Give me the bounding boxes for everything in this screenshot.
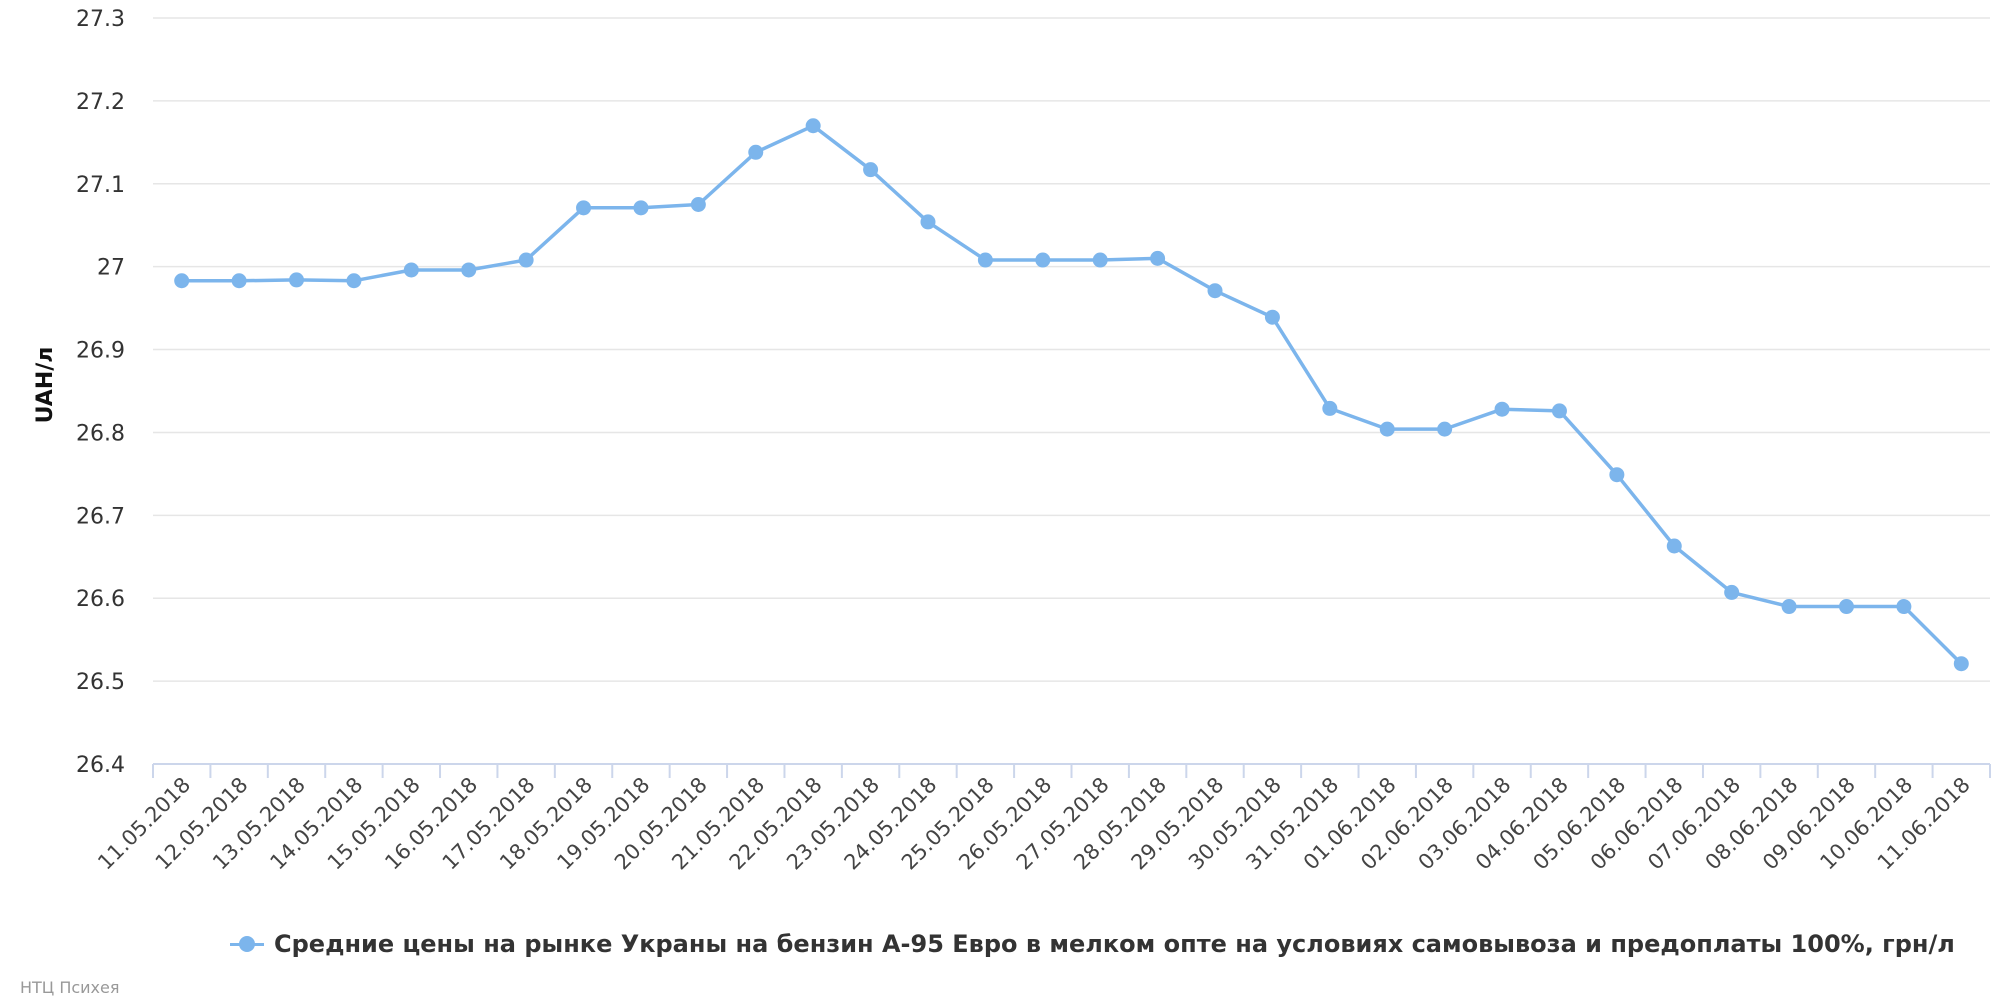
- data-point[interactable]: [1092, 252, 1108, 268]
- data-point[interactable]: [690, 197, 706, 212]
- data-point[interactable]: [748, 144, 764, 160]
- credits[interactable]: НТЦ Психея: [20, 978, 120, 997]
- data-point[interactable]: [633, 200, 649, 216]
- y-tick-label: 26.5: [76, 670, 125, 695]
- y-tick-label: 26.7: [76, 504, 125, 529]
- data-point[interactable]: [1264, 309, 1280, 325]
- legend-marker-icon: [230, 932, 264, 956]
- data-point[interactable]: [1609, 467, 1625, 483]
- data-point[interactable]: [289, 272, 305, 288]
- y-axis-label: UAH/л: [33, 347, 58, 424]
- data-point[interactable]: [576, 200, 592, 216]
- y-tick-label: 26.8: [76, 421, 125, 446]
- legend-label: Средние цены на рынке Украны на бензин А…: [274, 930, 1955, 958]
- data-point[interactable]: [461, 262, 477, 278]
- y-tick-label: 27.3: [76, 7, 125, 32]
- data-point[interactable]: [1379, 421, 1395, 437]
- data-point[interactable]: [1724, 584, 1740, 600]
- data-point[interactable]: [1838, 599, 1854, 615]
- data-point[interactable]: [977, 252, 993, 268]
- data-point[interactable]: [403, 262, 419, 278]
- data-point[interactable]: [1896, 599, 1912, 615]
- data-point[interactable]: [1494, 401, 1510, 417]
- series-line: [181, 124, 1963, 665]
- data-point[interactable]: [863, 162, 879, 178]
- data-point[interactable]: [920, 214, 936, 230]
- data-point[interactable]: [1781, 599, 1797, 615]
- data-point[interactable]: [805, 118, 821, 134]
- y-tick-label: 27.2: [76, 90, 125, 115]
- data-point[interactable]: [1437, 421, 1453, 437]
- y-tick-label: 26.9: [76, 339, 125, 364]
- y-tick-label: 27.1: [76, 173, 125, 198]
- data-point[interactable]: [1322, 400, 1338, 416]
- data-point[interactable]: [1207, 283, 1223, 299]
- data-point[interactable]: [231, 273, 247, 289]
- data-point[interactable]: [346, 273, 362, 289]
- y-tick-label: 27: [97, 256, 125, 281]
- data-point[interactable]: [1551, 403, 1567, 419]
- data-point[interactable]: [174, 273, 190, 289]
- y-tick-label: 26.4: [76, 753, 125, 778]
- grid-lines: [153, 17, 1990, 682]
- legend[interactable]: Средние цены на рынке Украны на бензин А…: [230, 926, 1955, 962]
- data-point[interactable]: [518, 252, 534, 268]
- data-point[interactable]: [1666, 538, 1682, 554]
- data-point[interactable]: [1150, 250, 1166, 266]
- x-axis: 11.05.201812.05.201813.05.201814.05.2018…: [93, 763, 1991, 875]
- data-point[interactable]: [1035, 252, 1051, 268]
- data-point[interactable]: [1953, 656, 1969, 672]
- y-axis-ticks: 26.4 26.5 26.6 26.7 26.8 26.9 27 27.1 27.2 27.3: [76, 7, 125, 778]
- y-tick-label: 26.6: [76, 587, 125, 612]
- series-layer: [174, 118, 1969, 672]
